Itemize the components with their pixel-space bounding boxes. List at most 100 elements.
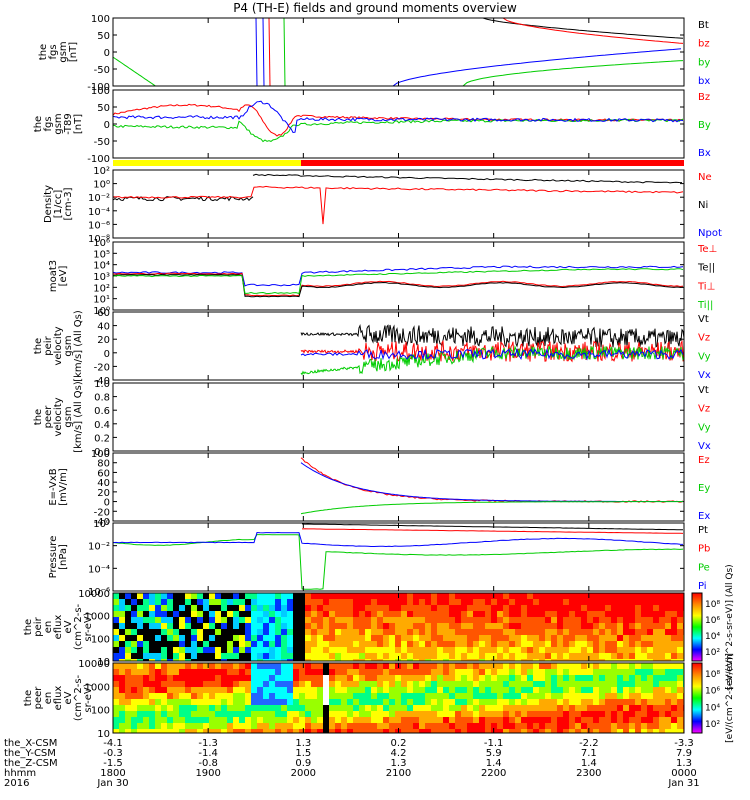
- heatmap-cell: [599, 711, 605, 717]
- heatmap-cell: [545, 705, 551, 711]
- heatmap-cell: [353, 599, 359, 605]
- heatmap-cell: [575, 653, 581, 659]
- heatmap-cell: [473, 663, 479, 669]
- heatmap-cell: [473, 687, 479, 693]
- heatmap-cell: [539, 599, 545, 605]
- heatmap-cell: [113, 593, 119, 599]
- heatmap-cell: [623, 705, 629, 711]
- heatmap-cell: [467, 611, 473, 617]
- heatmap-cell: [629, 629, 635, 635]
- heatmap-cell: [197, 729, 203, 733]
- heatmap-cell: [275, 617, 281, 623]
- heatmap-cell: [245, 653, 251, 659]
- heatmap-cell: [365, 623, 371, 629]
- heatmap-cell: [281, 605, 287, 611]
- heatmap-cell: [467, 711, 473, 717]
- heatmap-cell: [143, 593, 149, 599]
- heatmap-cell: [221, 593, 227, 599]
- heatmap-cell: [269, 611, 275, 617]
- heatmap-cell: [125, 681, 131, 687]
- heatmap-cell: [479, 711, 485, 717]
- heatmap-cell: [323, 663, 329, 669]
- heatmap-cell: [527, 629, 533, 635]
- xaxis-row-label: hhmm: [4, 768, 36, 779]
- heatmap-cell: [245, 593, 251, 599]
- heatmap-cell: [329, 617, 335, 623]
- heatmap-cell: [167, 653, 173, 659]
- heatmap-cell: [137, 641, 143, 647]
- heatmap-cell: [131, 629, 137, 635]
- heatmap-cell: [431, 729, 437, 733]
- heatmap-cell: [521, 699, 527, 705]
- heatmap-cell: [545, 699, 551, 705]
- heatmap-cell: [263, 605, 269, 611]
- heatmap-cell: [509, 663, 515, 669]
- heatmap-cell: [191, 647, 197, 653]
- heatmap-cell: [371, 663, 377, 669]
- heatmap-cell: [539, 617, 545, 623]
- heatmap-cell: [311, 687, 317, 693]
- series-by: [462, 60, 684, 86]
- heatmap-cell: [215, 723, 221, 729]
- heatmap-cell: [641, 635, 647, 641]
- heatmap-cell: [329, 659, 335, 661]
- heatmap-cell: [335, 729, 341, 733]
- heatmap-cell: [497, 681, 503, 687]
- heatmap-cell: [323, 629, 329, 635]
- heatmap-cell: [371, 687, 377, 693]
- heatmap-cell: [515, 635, 521, 641]
- heatmap-cell: [449, 593, 455, 599]
- heatmap-cell: [527, 647, 533, 653]
- heatmap-cell: [185, 611, 191, 617]
- heatmap-cell: [221, 629, 227, 635]
- heatmap-cell: [467, 669, 473, 675]
- heatmap-cell: [149, 617, 155, 623]
- heatmap-cell: [257, 729, 263, 733]
- heatmap-cell: [269, 605, 275, 611]
- heatmap-cell: [491, 647, 497, 653]
- heatmap-cell: [485, 659, 491, 661]
- heatmap-cell: [557, 611, 563, 617]
- heatmap-cell: [455, 593, 461, 599]
- heatmap-cell: [425, 663, 431, 669]
- heatmap-cell: [317, 723, 323, 729]
- heatmap-cell: [425, 599, 431, 605]
- heatmap-cell: [623, 629, 629, 635]
- heatmap-cell: [425, 711, 431, 717]
- series-vx: [300, 347, 684, 361]
- heatmap-cell: [317, 653, 323, 659]
- heatmap-cell: [143, 599, 149, 605]
- heatmap-cell: [509, 617, 515, 623]
- heatmap-cell: [647, 711, 653, 717]
- heatmap-cell: [197, 629, 203, 635]
- ytick-label: 20: [97, 488, 110, 499]
- xaxis-value: 1900: [195, 768, 220, 779]
- legend-by: by: [698, 57, 710, 68]
- heatmap-cell: [641, 629, 647, 635]
- heatmap-cell: [479, 687, 485, 693]
- heatmap-cell: [323, 617, 329, 623]
- heatmap-cell: [671, 641, 677, 647]
- heatmap-cell: [653, 647, 659, 653]
- ytick-label: 0.2: [94, 433, 110, 444]
- heatmap-cell: [257, 635, 263, 641]
- heatmap-cell: [341, 681, 347, 687]
- heatmap-cell: [635, 635, 641, 641]
- heatmap-cell: [551, 599, 557, 605]
- heatmap-cell: [503, 629, 509, 635]
- heatmap-cell: [251, 647, 257, 653]
- heatmap-cell: [473, 681, 479, 687]
- heatmap-cell: [317, 699, 323, 705]
- heatmap-cell: [149, 711, 155, 717]
- heatmap-cell: [671, 647, 677, 653]
- heatmap-cell: [341, 629, 347, 635]
- ytick-label: 10000: [78, 589, 110, 600]
- heatmap-cell: [191, 675, 197, 681]
- heatmap-cell: [335, 699, 341, 705]
- heatmap-cell: [455, 617, 461, 623]
- heatmap-cell: [239, 647, 245, 653]
- heatmap-cell: [161, 623, 167, 629]
- heatmap-cell: [671, 681, 677, 687]
- heatmap-cell: [443, 659, 449, 661]
- heatmap-cell: [677, 717, 683, 723]
